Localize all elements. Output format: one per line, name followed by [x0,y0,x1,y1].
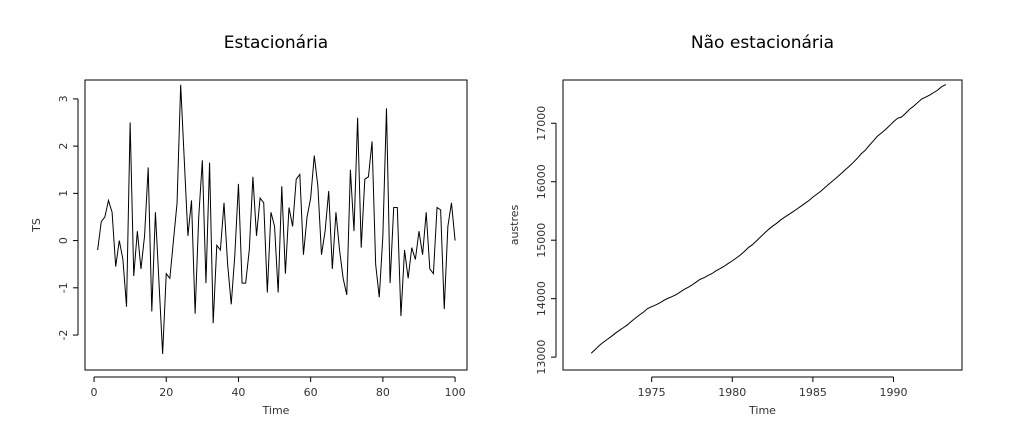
series-line [590,84,947,354]
y-tick-label: -1 [57,282,70,293]
y-tick-label: 3 [57,95,70,102]
y-tick-label: 16000 [535,164,548,199]
y-axis-label: TS [30,218,43,233]
y-axis-label: austres [508,204,521,245]
y-tick-label: -2 [57,330,70,341]
x-tick-label: 1975 [638,386,666,399]
x-tick-label: 60 [304,386,318,399]
x-tick-label: 1980 [718,386,746,399]
series-line [97,84,456,354]
y-tick-label: 2 [57,143,70,150]
plot-frame [562,79,963,371]
chart-title: Estacionária [224,33,328,53]
y-tick-label: 15000 [535,223,548,258]
x-tick-label: 40 [231,386,245,399]
plot-frame [84,79,468,371]
x-tick-label: 1990 [879,386,907,399]
x-tick-label: 1985 [799,386,827,399]
x-axis-label: Time [262,404,290,417]
y-tick-label: 17000 [535,106,548,141]
x-tick-label: 0 [91,386,98,399]
x-tick-label: 20 [159,386,173,399]
x-axis-label: Time [748,404,776,417]
x-tick-label: 100 [445,386,466,399]
chart-title: Não estacionária [691,33,834,53]
y-tick-label: 1 [57,190,70,197]
x-tick-label: 80 [376,386,390,399]
y-tick-label: 14000 [535,281,548,316]
y-tick-label: 13000 [535,340,548,375]
y-tick-label: 0 [57,237,70,244]
